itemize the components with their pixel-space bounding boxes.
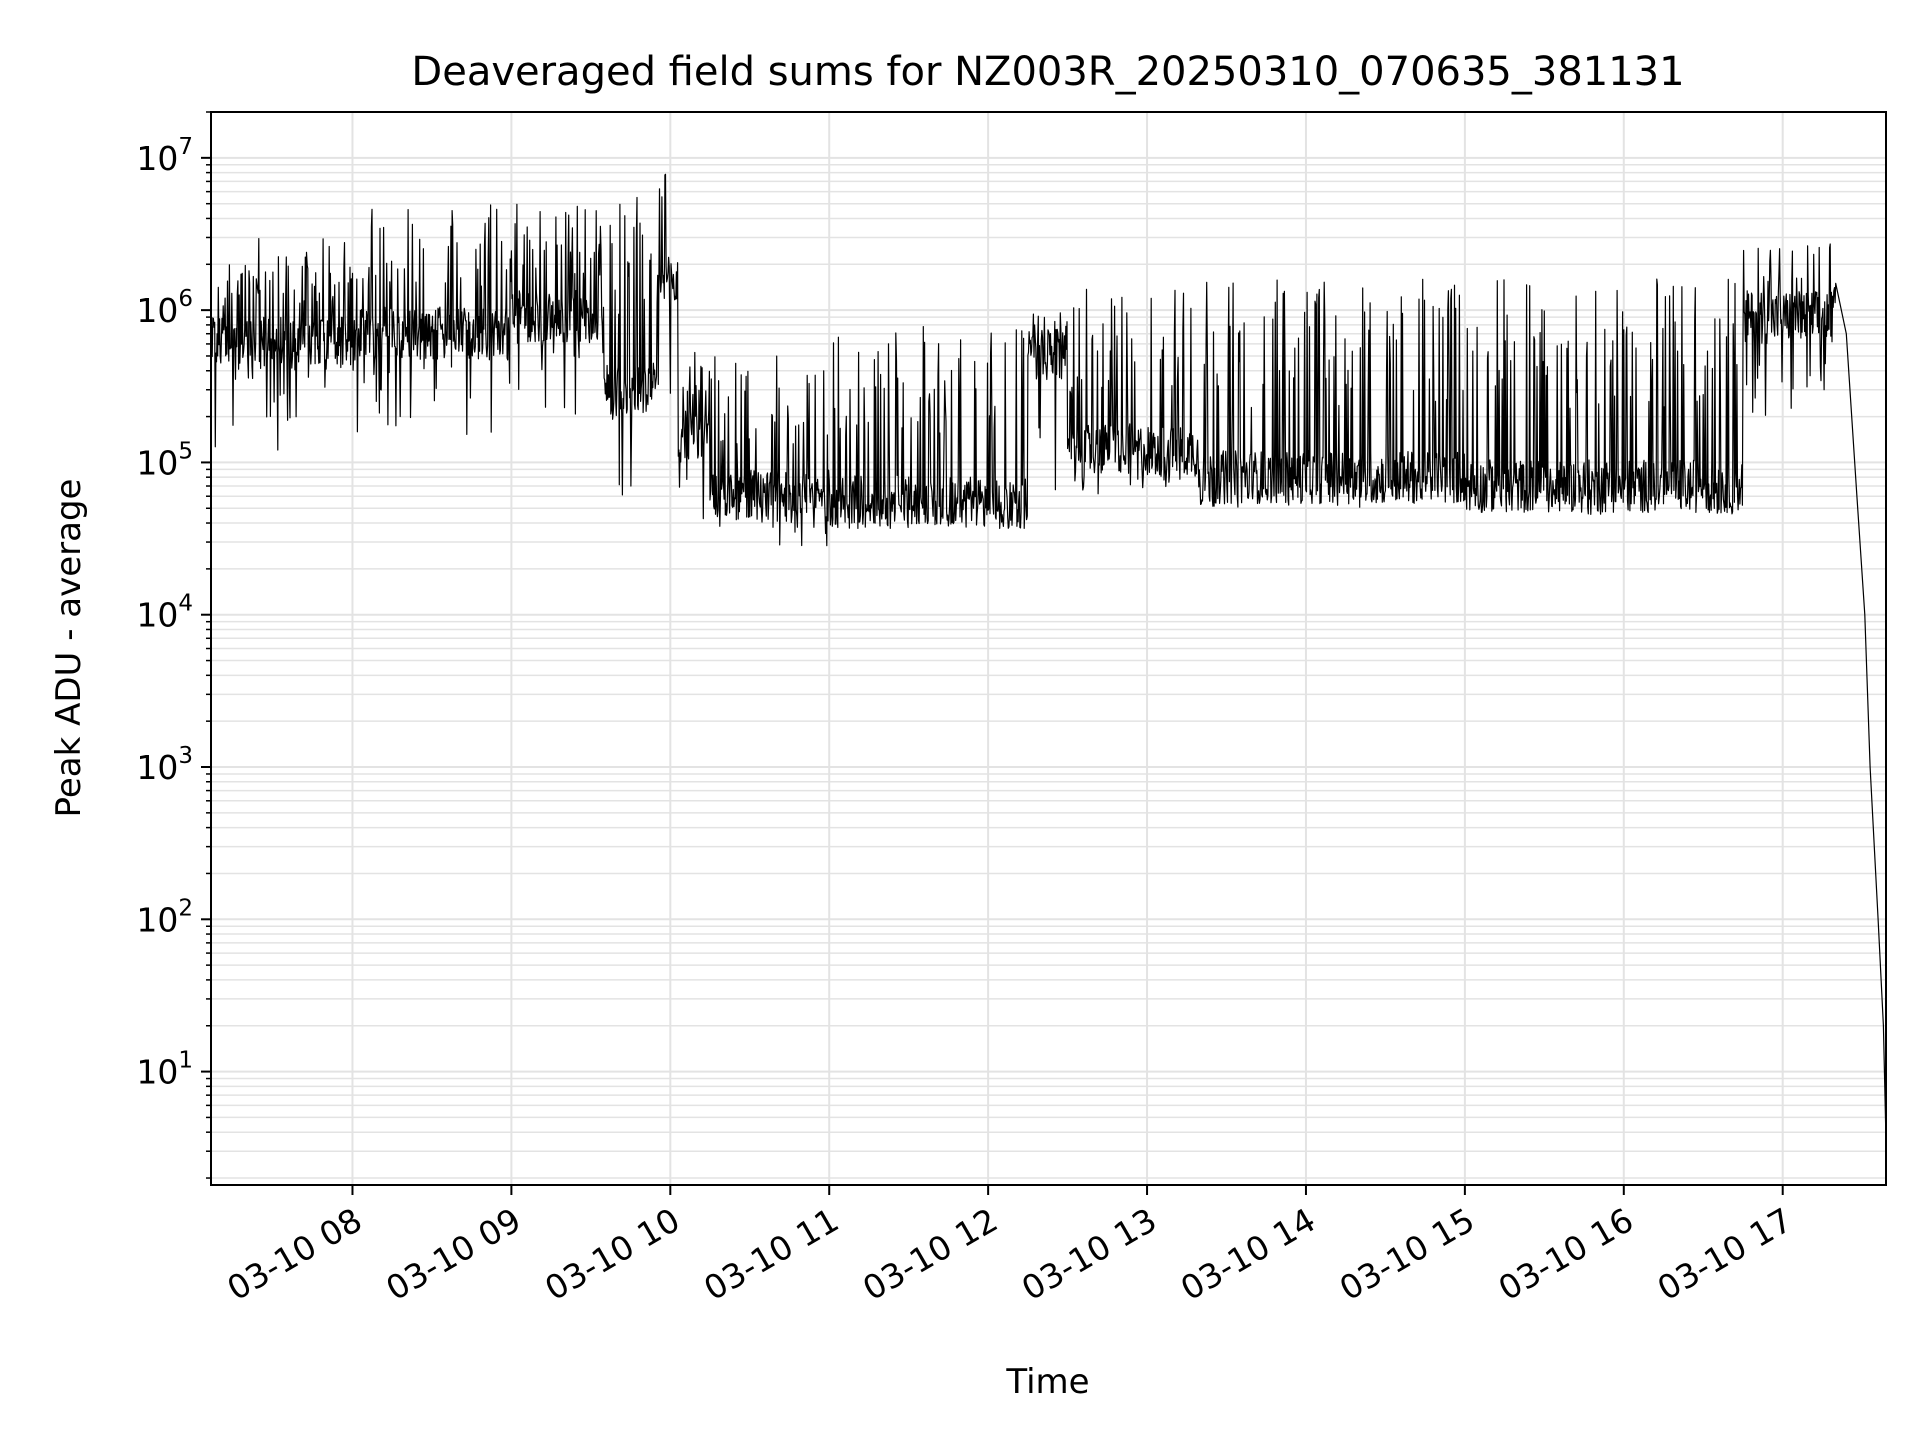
y-tick-label: 102	[136, 895, 193, 939]
y-axis: 101 102 103 104 105 106 107	[136, 111, 211, 1179]
y-tick-label: 103	[136, 743, 193, 787]
x-axis-label: Time	[1005, 1362, 1089, 1402]
series-line-0	[210, 173, 1887, 1142]
chart-title: Deaveraged field sums for NZ003R_2025031…	[411, 49, 1684, 95]
y-tick-label: 107	[136, 134, 193, 178]
y-axis-label: Peak ADU - average	[49, 479, 89, 818]
grid	[211, 111, 1886, 1185]
y-tick-label: 105	[136, 438, 193, 482]
y-tick-label: 101	[136, 1048, 193, 1092]
y-tick-label: 106	[136, 286, 193, 330]
series-layer	[210, 173, 1887, 1142]
y-tick-label: 104	[136, 591, 193, 635]
